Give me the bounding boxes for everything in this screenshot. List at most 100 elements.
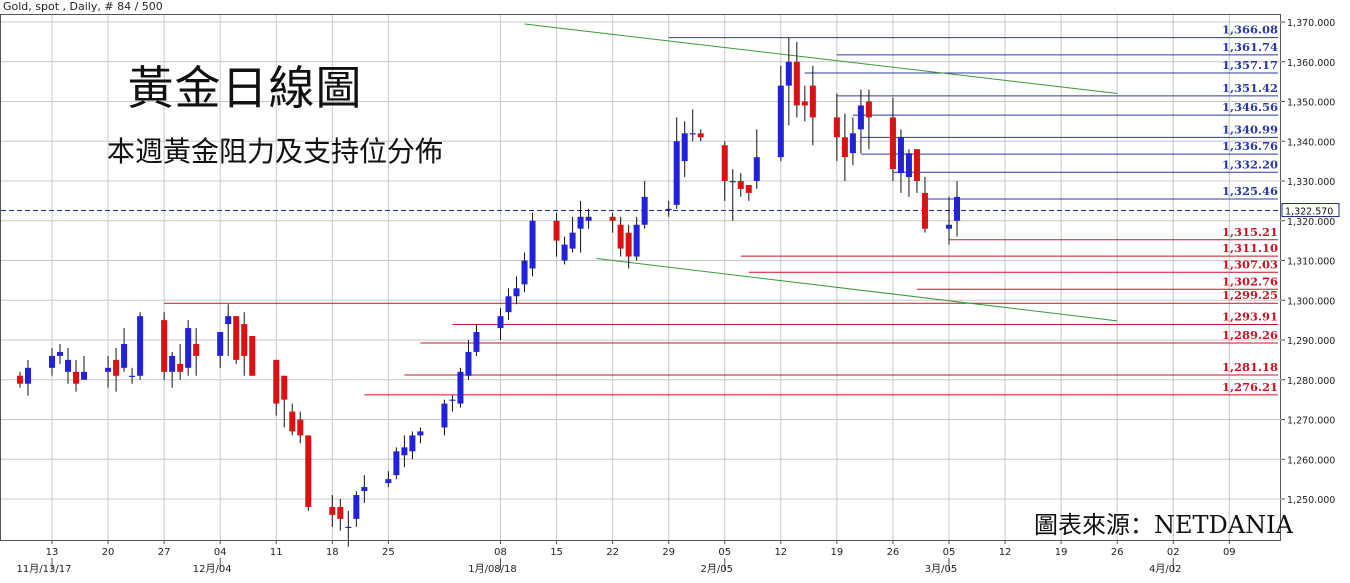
y-tick-label: 1,250.000 [1287,495,1335,506]
candle-body [385,479,392,484]
y-tick-label: 1,260.000 [1287,455,1335,466]
chart-subtitle: 本週黃金阻力及支持位分佈 [106,135,443,168]
x-tick-label: 18 [326,547,339,558]
y-tick-label: 1,270.000 [1287,416,1335,427]
resistance-label: 1,361.74 [1222,40,1278,54]
support-label: 1,281.18 [1222,360,1278,374]
candle-body [801,101,808,106]
resistance-label: 1,325.46 [1222,184,1278,198]
candle-body [121,343,128,368]
candle-body [289,411,296,432]
candlestick-chart: 1,250.000 1,260.000 1,270.000 1,280.000 1,29… [0,14,1340,575]
candle-body [57,351,64,356]
plot-frame [0,14,1281,541]
month-label: 1月/08/18 [468,563,517,575]
candle-body [281,375,288,400]
trendline [524,23,1118,95]
candle-body [137,316,144,376]
x-tick-label: 25 [382,547,395,558]
candle-body [177,363,184,372]
candle-body [185,328,192,368]
y-tick-label: 1,280.000 [1287,376,1335,387]
resistance-label: 1,346.56 [1222,100,1278,114]
x-tick-label: 29 [662,547,675,558]
resistance-label: 1,357.17 [1222,58,1278,72]
candle-body [113,359,120,376]
candle-body [721,145,728,181]
x-tick-label: 26 [887,547,900,558]
candle-body [329,506,336,515]
x-tick-label: 15 [550,547,563,558]
candle-body [449,399,456,401]
candle-body [81,371,88,380]
candle-body [505,296,512,313]
x-tick-label: 19 [1055,547,1068,558]
candle-body [681,133,688,162]
x-tick-label: 02 [1167,547,1180,558]
candle-body [569,232,576,249]
support-label: 1,311.10 [1222,241,1278,255]
candle-body [954,196,961,221]
resistance-label: 1,366.08 [1222,23,1278,37]
candle-body [361,487,368,492]
y-tick-label: 1,320.000 [1287,217,1335,228]
candle-body [529,220,536,269]
candle-body [561,244,568,261]
candle-body [353,495,360,519]
candle-body [946,224,952,229]
candle-body [697,133,704,138]
candle-body [913,149,920,181]
y-tick-label: 1,360.000 [1287,58,1335,69]
x-tick-label: 08 [494,547,507,558]
candle-body [273,359,280,404]
candle-body [169,355,176,372]
month-label: 11月/13/17 [17,563,72,575]
y-tick-label: 1,310.000 [1287,257,1335,268]
candle-body [409,435,416,452]
candle-body [841,137,848,158]
y-tick-label: 1,340.000 [1287,137,1335,148]
x-tick-label: 04 [214,547,227,558]
current-price-label: 1,322.570 [1285,207,1333,218]
candle-body [49,355,55,368]
candle-body [337,506,344,519]
candle-body [897,137,904,174]
candle-body [513,288,520,297]
candle-body [641,196,648,225]
x-tick-label: 12 [774,547,787,558]
candle-body [857,105,864,130]
x-tick-label: 20 [102,547,115,558]
candle-body [833,117,840,138]
candle-body [753,157,760,181]
candle-body [689,133,696,135]
candle-body [457,371,464,404]
candle-body [849,133,856,154]
candle-body [625,232,632,257]
candle-body [921,192,928,229]
y-tick-label: 1,300.000 [1287,296,1335,307]
candle-body [793,61,800,106]
y-tick-label: 1,330.000 [1287,177,1335,188]
candle-body [665,208,672,211]
x-tick-label: 05 [943,547,956,558]
support-label: 1,307.03 [1222,257,1278,271]
x-tick-label: 11 [270,547,283,558]
candle-body [745,184,752,193]
x-tick-label: 09 [1223,547,1236,558]
candle-body [777,85,784,158]
candle-body [465,351,472,376]
candle-body [737,181,744,189]
month-label: 3月/05 [925,563,957,575]
y-tick-label: 1,290.000 [1287,336,1335,347]
candle-body [241,324,248,356]
x-tick-label: 26 [1111,547,1124,558]
resistance-label: 1,336.76 [1222,139,1278,153]
x-tick-label: 13 [46,547,59,558]
candle-body [785,61,792,86]
candle-body [24,367,31,384]
candle-body [441,403,448,428]
candle-body [233,316,240,360]
month-label: 2月/05 [701,563,733,575]
top-bar [0,0,1350,14]
candle-body [297,419,304,436]
